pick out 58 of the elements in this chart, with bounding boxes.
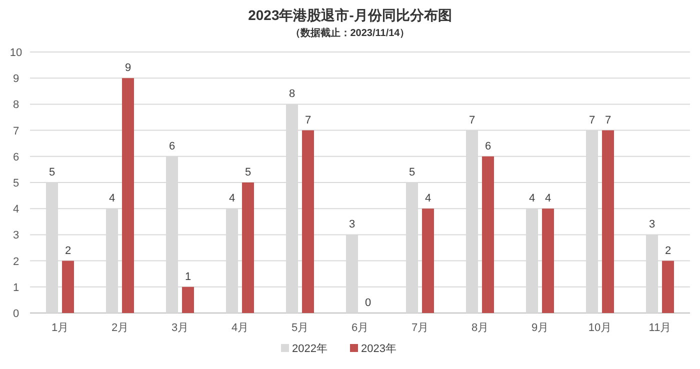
bar bbox=[242, 182, 254, 313]
data-label: 2 bbox=[64, 244, 72, 257]
y-tick-label: 9 bbox=[12, 73, 20, 86]
y-tick-label: 7 bbox=[12, 125, 20, 138]
bar bbox=[422, 208, 434, 313]
chart-title: 2023年港股退市-月份同比分布图 bbox=[248, 7, 452, 23]
y-tick-label: 6 bbox=[12, 151, 20, 164]
data-label: 6 bbox=[484, 140, 492, 152]
bar bbox=[662, 260, 674, 313]
y-tick-label: 2 bbox=[12, 256, 20, 268]
x-tick-label: 4月 bbox=[231, 322, 249, 334]
data-label: 4 bbox=[544, 192, 552, 205]
legend-label: 2022年 bbox=[292, 343, 328, 355]
y-tick-label: 3 bbox=[12, 230, 20, 242]
data-label: 5 bbox=[408, 166, 416, 178]
y-tick-label: 10 bbox=[10, 47, 22, 59]
x-tick-label: 9月 bbox=[531, 322, 549, 334]
bar bbox=[302, 130, 314, 313]
data-label: 7 bbox=[468, 114, 476, 126]
x-tick-label: 1月 bbox=[51, 322, 69, 334]
data-label: 9 bbox=[124, 62, 132, 74]
data-label: 5 bbox=[48, 166, 56, 178]
data-label: 4 bbox=[108, 192, 116, 205]
y-tick-label: 5 bbox=[12, 178, 20, 190]
chart-subtitle: （数据截止：2023/11/14） bbox=[290, 27, 410, 39]
data-label: 3 bbox=[648, 218, 656, 231]
data-label: 0 bbox=[364, 297, 372, 309]
x-tick-label: 2月 bbox=[111, 322, 129, 334]
legend-label: 2023年 bbox=[361, 343, 396, 355]
data-label: 3 bbox=[348, 218, 356, 231]
x-tick-label: 8月 bbox=[471, 322, 489, 334]
data-label: 2 bbox=[664, 244, 672, 257]
data-label: 1 bbox=[184, 270, 192, 283]
data-label: 8 bbox=[288, 88, 296, 100]
data-label: 4 bbox=[424, 192, 432, 205]
x-tick-label: 6月 bbox=[351, 322, 369, 334]
bar bbox=[182, 286, 194, 313]
x-tick-label: 10月 bbox=[588, 322, 612, 334]
data-label: 7 bbox=[604, 114, 612, 126]
y-tick-label: 8 bbox=[12, 99, 20, 112]
bar bbox=[602, 130, 614, 313]
x-tick-label: 3月 bbox=[171, 322, 189, 334]
data-label: 4 bbox=[528, 192, 536, 205]
data-label: 7 bbox=[304, 114, 312, 126]
x-tick-label: 7月 bbox=[411, 322, 429, 334]
y-tick-label: 0 bbox=[12, 308, 20, 320]
data-label: 6 bbox=[168, 140, 176, 152]
bar bbox=[122, 78, 134, 313]
x-tick-label: 5月 bbox=[291, 322, 309, 334]
data-label: 7 bbox=[588, 114, 596, 126]
bar bbox=[542, 208, 554, 313]
x-tick-label: 11月 bbox=[648, 322, 672, 334]
bar bbox=[62, 260, 74, 313]
y-tick-label: 1 bbox=[12, 282, 20, 294]
bar bbox=[482, 156, 494, 313]
data-label: 5 bbox=[244, 166, 252, 178]
data-label: 4 bbox=[228, 192, 236, 205]
y-tick-label: 4 bbox=[12, 204, 20, 216]
